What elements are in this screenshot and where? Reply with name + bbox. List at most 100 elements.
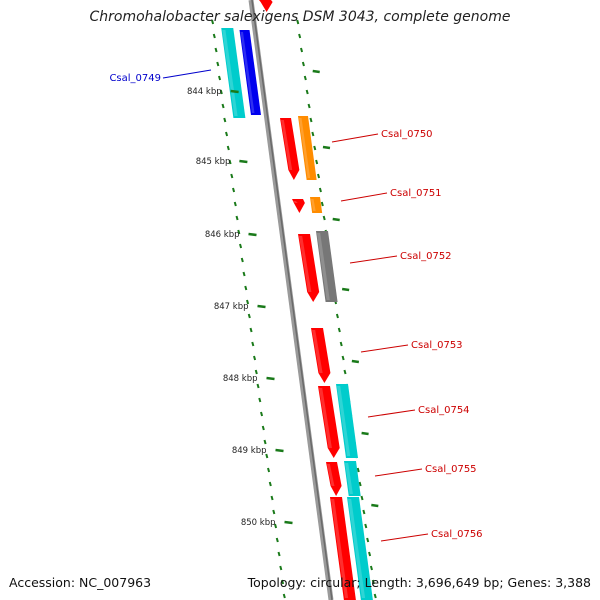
- outer-tick-dot: [369, 565, 373, 571]
- outer-scale-tick: [341, 287, 350, 292]
- cds-bar-csal-0755-highlight: [327, 464, 335, 486]
- gene-label[interactable]: Csal_0751: [390, 188, 442, 199]
- scale-tick-label: 850 kbp: [241, 518, 276, 528]
- cds-bar-csal-0756-highlight: [331, 499, 349, 598]
- inner-tick-dot: [240, 257, 244, 263]
- inner-tick-dot: [265, 453, 269, 459]
- gene-bar-csal-0754[interactable]: [336, 384, 358, 458]
- cds-fragment-top[interactable]: [259, 0, 273, 12]
- inner-tick-dot: [279, 565, 283, 571]
- inner-tick-dot: [225, 131, 229, 137]
- gene-bar-csal-0752[interactable]: [316, 231, 338, 302]
- inner-tick-dot: [281, 579, 285, 585]
- gene-label-leader: [162, 69, 212, 79]
- gene-bar-csal-0749[interactable]: [239, 30, 261, 115]
- cds-bar-csal-0749[interactable]: [221, 28, 246, 118]
- outer-tick-dot: [339, 341, 343, 347]
- inner-tick-dot: [242, 271, 246, 277]
- inner-tick-dot: [247, 313, 251, 319]
- scale-tick-label: 848 kbp: [223, 374, 258, 384]
- scale-tick-label: 846 kbp: [205, 230, 240, 240]
- inner-tick-dot: [221, 103, 225, 109]
- outer-tick-dot: [322, 215, 326, 221]
- gene-label[interactable]: Csal_0754: [418, 405, 470, 416]
- outer-tick-dot: [296, 19, 300, 25]
- outer-tick-dot: [305, 89, 309, 95]
- cds-bar-csal-0756[interactable]: [330, 497, 356, 600]
- inner-tick-dot: [282, 593, 286, 599]
- outer-tick-dot: [362, 509, 366, 515]
- outer-tick-dot: [341, 355, 345, 361]
- inner-tick-dot: [216, 61, 220, 67]
- outer-scale-tick: [371, 503, 379, 508]
- cds-bar-csal-0754[interactable]: [318, 386, 340, 458]
- inner-tick-dot: [258, 397, 262, 403]
- inner-tick-dot: [244, 285, 248, 291]
- gene-bar-csal-0752-highlight: [317, 233, 330, 300]
- inner-tick-dot: [239, 243, 243, 249]
- inner-tick-dot: [233, 201, 237, 207]
- gene-label-leader: [367, 409, 416, 418]
- gene-bar-csal-0751[interactable]: [310, 197, 323, 213]
- gene-label-leader: [331, 133, 379, 143]
- inner-tick-dot: [263, 439, 267, 445]
- scale-tick-label: 847 kbp: [214, 302, 249, 312]
- scale-tick-mark: [230, 89, 239, 94]
- inner-tick-dot: [275, 537, 279, 543]
- inner-tick-dot: [214, 47, 218, 53]
- scale-tick-mark: [275, 448, 284, 453]
- outer-tick-dot: [358, 481, 362, 487]
- gene-bar-csal-0755[interactable]: [344, 461, 361, 496]
- cds-bar-csal-0751[interactable]: [292, 199, 305, 213]
- gene-bar-csal-0749-highlight: [240, 32, 255, 113]
- cds-bar-csal-0750[interactable]: [280, 118, 300, 180]
- gene-label[interactable]: Csal_0753: [411, 340, 463, 351]
- outer-tick-dot: [373, 593, 377, 599]
- cds-bar-csal-0753-highlight: [312, 330, 323, 373]
- inner-tick-dot: [260, 411, 264, 417]
- gene-label-layer: Csal_0749 Csal_0750 Csal_0751 Csal_0752 Csal…: [109, 69, 483, 542]
- outer-tick-dot: [368, 551, 372, 557]
- cds-bar-csal-0753[interactable]: [311, 328, 331, 383]
- outer-tick-dot: [315, 159, 319, 165]
- inner-tick-dot: [251, 341, 255, 347]
- cds-bar-csal-0755[interactable]: [326, 462, 342, 496]
- gene-bar-csal-0751-highlight: [311, 199, 316, 211]
- outer-tick-dot: [337, 327, 341, 333]
- outer-scale-tick: [312, 69, 320, 74]
- outer-tick-dot: [320, 201, 324, 207]
- inner-tick-dot: [261, 425, 265, 431]
- backbone-line: [248, 0, 334, 600]
- gene-label[interactable]: Csal_0749: [109, 73, 161, 84]
- gene-label[interactable]: Csal_0756: [431, 529, 483, 540]
- cds-bar-csal-0752[interactable]: [298, 234, 320, 302]
- gene-label[interactable]: Csal_0752: [400, 251, 452, 262]
- outer-tick-dot: [301, 61, 305, 67]
- backbone-line-shade: [251, 0, 333, 600]
- gene-label[interactable]: Csal_0755: [425, 464, 477, 475]
- cds-bar-csal-0754-highlight: [319, 388, 332, 448]
- inner-tick-dot: [246, 299, 250, 305]
- scale-tick-label: 845 kbp: [196, 157, 231, 167]
- gene-label[interactable]: Csal_0750: [381, 129, 433, 140]
- inner-tick-dot: [232, 187, 236, 193]
- outer-tick-dot: [335, 313, 339, 319]
- cds-bar-csal-0752-highlight: [299, 236, 312, 292]
- outer-tick-dot: [303, 75, 307, 81]
- backbone-layer: [248, 0, 334, 600]
- gene-bar-csal-0756[interactable]: [347, 497, 373, 600]
- cds-bar-csal-0750-highlight: [281, 120, 293, 170]
- gene-bar-csal-0750[interactable]: [298, 116, 317, 180]
- outer-tick-dot: [309, 117, 313, 123]
- scale-tick-mark: [284, 520, 293, 525]
- scale-tick-mark: [239, 159, 248, 164]
- gene-label-leader: [349, 255, 398, 264]
- cds-bar-csal-0751-highlight: [293, 201, 298, 203]
- outer-tick-dot: [364, 523, 368, 529]
- inner-tick-dot: [268, 481, 272, 487]
- outer-tick-dot: [366, 537, 370, 543]
- gene-label-leader: [380, 533, 429, 542]
- outer-tick-dot: [311, 131, 315, 137]
- gene-label-leader: [360, 344, 409, 353]
